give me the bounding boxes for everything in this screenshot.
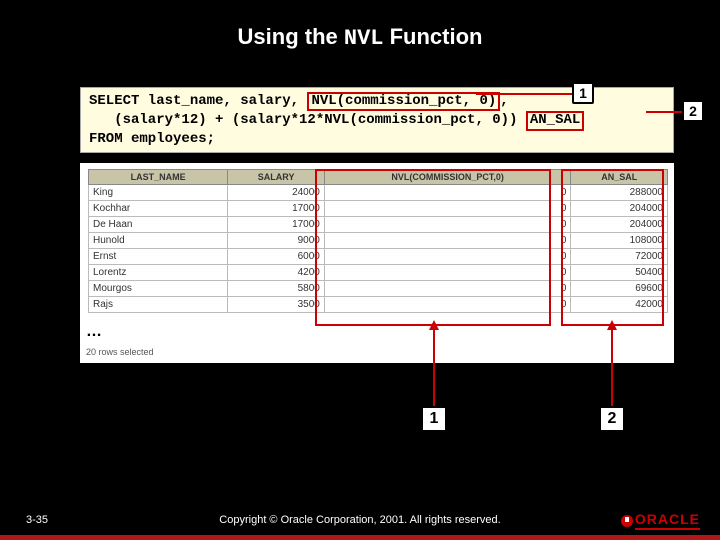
table-cell: Kochhar xyxy=(89,201,228,217)
table-cell: 5800 xyxy=(228,281,325,297)
table-cell: King xyxy=(89,185,228,201)
code-l1a: SELECT last_name, salary, xyxy=(89,93,307,109)
table-cell: Mourgos xyxy=(89,281,228,297)
table-cell: Lorentz xyxy=(89,265,228,281)
table-cell: 50400 xyxy=(571,265,668,281)
code-l1b: , xyxy=(500,93,508,109)
oracle-logo: ORACLE xyxy=(621,511,700,530)
table-row: De Haan170000204000 xyxy=(89,217,668,233)
ellipsis: … xyxy=(86,323,102,341)
table-cell: 108000 xyxy=(571,233,668,249)
title-pre: Using the xyxy=(238,24,344,49)
title-code: NVL xyxy=(344,26,384,51)
table-cell: 0 xyxy=(324,185,571,201)
title-post: Function xyxy=(383,24,482,49)
table-cell: 9000 xyxy=(228,233,325,249)
table-cell: Hunold xyxy=(89,233,228,249)
code-l2a: (salary*12) + (salary*12*NVL(commission_… xyxy=(89,112,526,128)
rowcount: 20 rows selected xyxy=(86,347,154,357)
table-cell: 204000 xyxy=(571,201,668,217)
callout-1-bottom: 1 xyxy=(421,406,447,432)
table-cell: De Haan xyxy=(89,217,228,233)
col-header: AN_SAL xyxy=(571,170,668,185)
code-highlight-1: NVL(commission_pct, 0) xyxy=(307,92,500,111)
col-header: LAST_NAME xyxy=(89,170,228,185)
table-cell: 4200 xyxy=(228,265,325,281)
connector-1 xyxy=(476,93,572,95)
table-cell: 17000 xyxy=(228,217,325,233)
table-cell: 0 xyxy=(324,217,571,233)
arrow-2-head xyxy=(607,320,617,330)
connector-2 xyxy=(646,111,682,113)
table-cell: 0 xyxy=(324,297,571,313)
table-row: Ernst6000072000 xyxy=(89,249,668,265)
code-highlight-2: AN_SAL xyxy=(526,111,584,130)
table-cell: 42000 xyxy=(571,297,668,313)
table-cell: Ernst xyxy=(89,249,228,265)
table-cell: 288000 xyxy=(571,185,668,201)
table-cell: 204000 xyxy=(571,217,668,233)
table-cell: 0 xyxy=(324,201,571,217)
table-cell: 3500 xyxy=(228,297,325,313)
table-row: Rajs3500042000 xyxy=(89,297,668,313)
table-cell: 72000 xyxy=(571,249,668,265)
callout-2-code: 2 xyxy=(682,100,704,122)
table-row: King240000288000 xyxy=(89,185,668,201)
table-cell: 0 xyxy=(324,249,571,265)
callout-2-bottom: 2 xyxy=(599,406,625,432)
table-header-row: LAST_NAME SALARY NVL(COMMISSION_PCT,0) A… xyxy=(89,170,668,185)
table-row: Hunold90000108000 xyxy=(89,233,668,249)
code-line-2: (salary*12) + (salary*12*NVL(commission_… xyxy=(89,111,665,130)
callout-1-code: 1 xyxy=(572,82,594,104)
arrow-1-line xyxy=(433,328,435,406)
table-row: Kochhar170000204000 xyxy=(89,201,668,217)
table-cell: 0 xyxy=(324,265,571,281)
footer-bar xyxy=(0,535,720,540)
table-cell: 0 xyxy=(324,233,571,249)
arrow-2-line xyxy=(611,328,613,406)
copyright: Copyright © Oracle Corporation, 2001. Al… xyxy=(0,514,720,526)
col-header: SALARY xyxy=(228,170,325,185)
table-cell: 69600 xyxy=(571,281,668,297)
logo-icon xyxy=(621,515,633,527)
footer: 3-35 Copyright © Oracle Corporation, 200… xyxy=(0,500,720,540)
col-header: NVL(COMMISSION_PCT,0) xyxy=(324,170,571,185)
code-line-3: FROM employees; xyxy=(89,131,665,149)
table-row: Mourgos5800069600 xyxy=(89,281,668,297)
results-table: LAST_NAME SALARY NVL(COMMISSION_PCT,0) A… xyxy=(88,169,668,313)
table-cell: 0 xyxy=(324,281,571,297)
slide-title: Using the NVL Function xyxy=(0,0,720,51)
table-cell: Rajs xyxy=(89,297,228,313)
arrow-1-head xyxy=(429,320,439,330)
table-cell: 24000 xyxy=(228,185,325,201)
results-area: LAST_NAME SALARY NVL(COMMISSION_PCT,0) A… xyxy=(80,163,674,363)
logo-text: ORACLE xyxy=(635,511,700,530)
table-cell: 17000 xyxy=(228,201,325,217)
table-cell: 6000 xyxy=(228,249,325,265)
table-row: Lorentz4200050400 xyxy=(89,265,668,281)
